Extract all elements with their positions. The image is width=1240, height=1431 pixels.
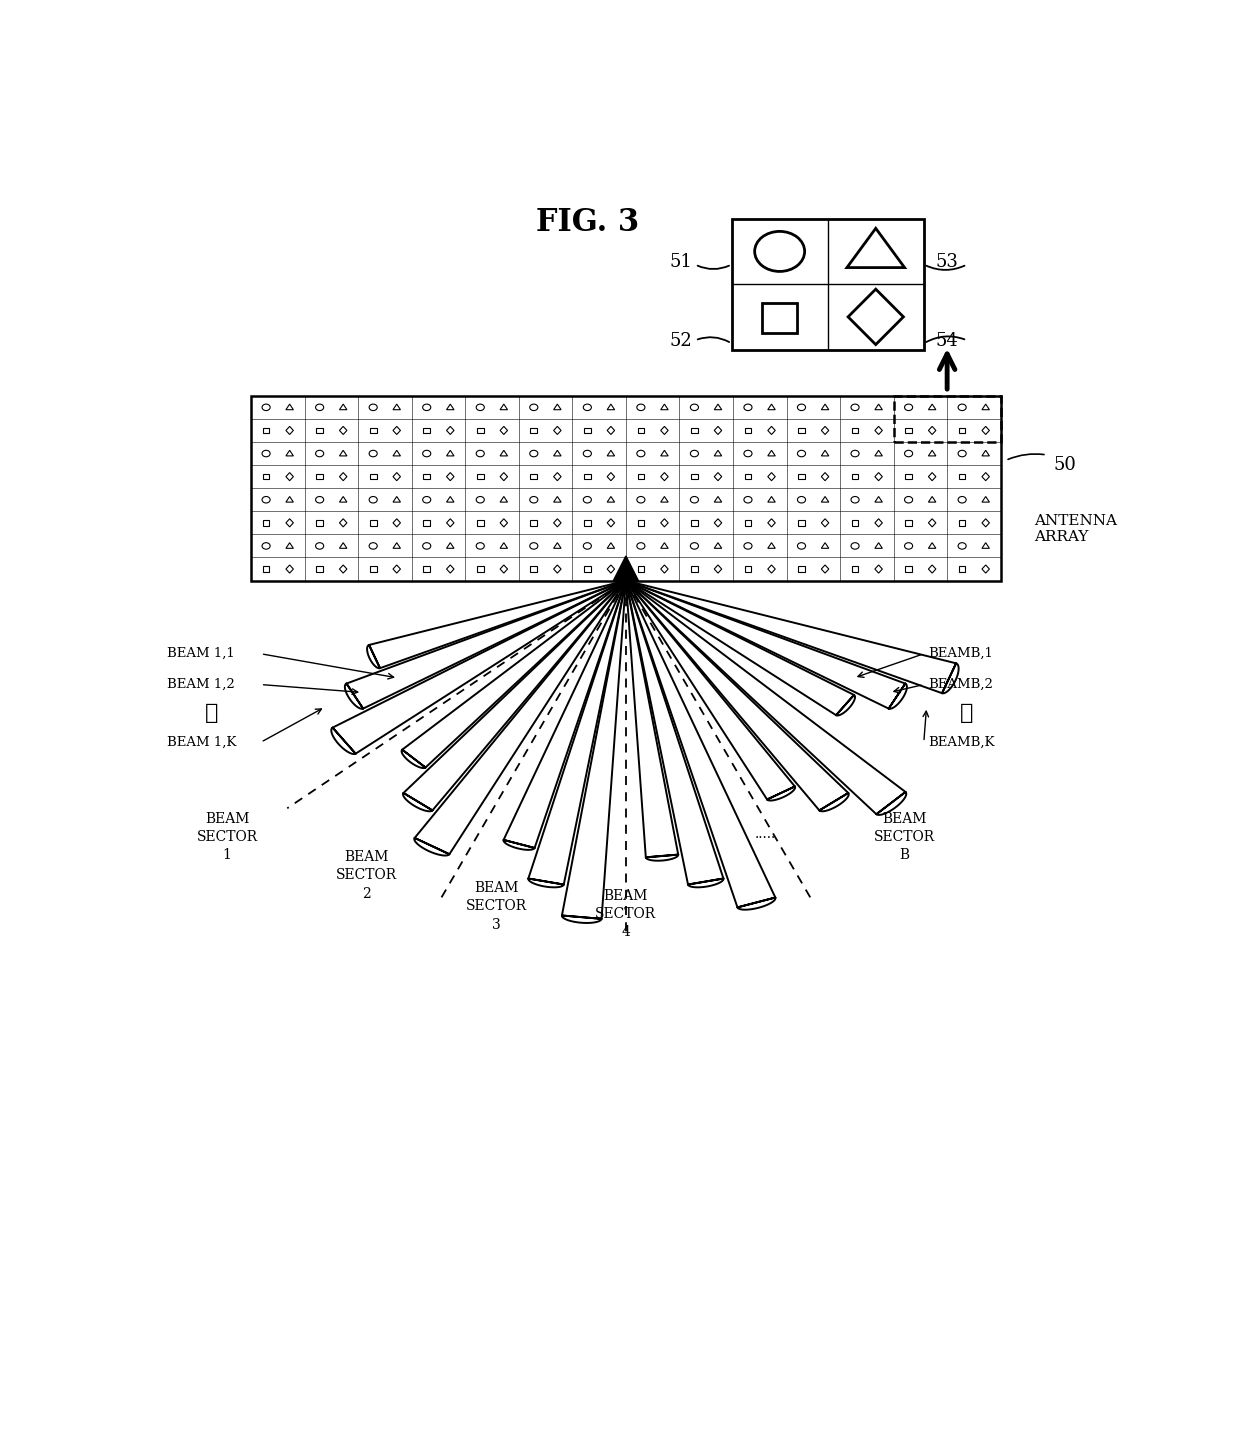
Bar — [531, 428, 537, 434]
Bar — [691, 519, 698, 525]
Text: ⋮: ⋮ — [205, 703, 218, 724]
Text: BEAM
SECTOR
1: BEAM SECTOR 1 — [196, 811, 258, 863]
Bar — [905, 428, 911, 434]
Text: BEAM
SECTOR
4: BEAM SECTOR 4 — [595, 889, 656, 939]
Bar — [959, 428, 966, 434]
Bar — [637, 567, 645, 572]
Text: BEAM
SECTOR
2: BEAM SECTOR 2 — [336, 850, 397, 902]
Bar — [316, 428, 322, 434]
Bar — [263, 428, 269, 434]
Bar — [799, 428, 805, 434]
Bar — [316, 519, 322, 525]
Bar — [477, 474, 484, 479]
Bar — [370, 428, 377, 434]
Text: 50: 50 — [1054, 455, 1076, 474]
Text: BEAMB,2: BEAMB,2 — [929, 678, 993, 691]
Bar — [263, 519, 269, 525]
Text: 52: 52 — [670, 332, 692, 349]
Bar — [584, 567, 590, 572]
Text: BEAM 1,K: BEAM 1,K — [166, 736, 236, 748]
Bar — [316, 474, 322, 479]
Text: BEAM
SECTOR
3: BEAM SECTOR 3 — [465, 881, 527, 932]
Bar — [584, 474, 590, 479]
Text: ⋮: ⋮ — [960, 703, 973, 724]
Bar — [852, 567, 858, 572]
Bar — [316, 567, 322, 572]
Bar — [250, 396, 1001, 581]
Bar — [531, 519, 537, 525]
Text: 51: 51 — [670, 253, 692, 270]
Bar — [477, 519, 484, 525]
Bar — [477, 567, 484, 572]
Bar — [732, 219, 924, 349]
Bar — [423, 474, 430, 479]
Bar — [959, 474, 966, 479]
Bar — [959, 567, 966, 572]
Bar — [959, 519, 966, 525]
Bar — [691, 474, 698, 479]
Bar — [531, 567, 537, 572]
Bar — [905, 519, 911, 525]
Bar — [763, 303, 797, 333]
Bar — [852, 474, 858, 479]
Text: BEAM
SECTOR
B: BEAM SECTOR B — [874, 811, 935, 863]
Text: .....: ..... — [755, 827, 776, 841]
Bar — [637, 519, 645, 525]
Text: BEAM 1,2: BEAM 1,2 — [166, 678, 234, 691]
Bar — [799, 567, 805, 572]
Text: 54: 54 — [935, 332, 959, 349]
Bar — [744, 519, 751, 525]
Bar — [744, 428, 751, 434]
Bar — [905, 474, 911, 479]
Bar — [852, 519, 858, 525]
Bar — [370, 567, 377, 572]
Bar — [423, 428, 430, 434]
Bar — [691, 567, 698, 572]
Text: 53: 53 — [935, 253, 959, 270]
Bar — [370, 519, 377, 525]
Text: ANTENNA
ARRAY: ANTENNA ARRAY — [1034, 514, 1117, 544]
Text: FIG. 3: FIG. 3 — [536, 207, 639, 238]
Bar — [799, 474, 805, 479]
Bar — [691, 428, 698, 434]
Bar — [584, 519, 590, 525]
Bar — [744, 567, 751, 572]
Bar — [477, 428, 484, 434]
Bar — [852, 428, 858, 434]
Bar — [370, 474, 377, 479]
Text: BEAMB,1: BEAMB,1 — [929, 647, 993, 660]
Bar — [423, 567, 430, 572]
Bar — [263, 567, 269, 572]
Polygon shape — [614, 557, 639, 581]
Text: BEAM 1,1: BEAM 1,1 — [166, 647, 234, 660]
Bar — [799, 519, 805, 525]
Text: BEAMB,K: BEAMB,K — [929, 736, 996, 748]
Bar — [744, 474, 751, 479]
Bar — [263, 474, 269, 479]
Bar — [894, 396, 1001, 442]
Bar — [637, 474, 645, 479]
Bar — [531, 474, 537, 479]
Bar — [423, 519, 430, 525]
Bar — [584, 428, 590, 434]
Bar — [250, 396, 1001, 581]
Bar — [637, 428, 645, 434]
Bar — [905, 567, 911, 572]
